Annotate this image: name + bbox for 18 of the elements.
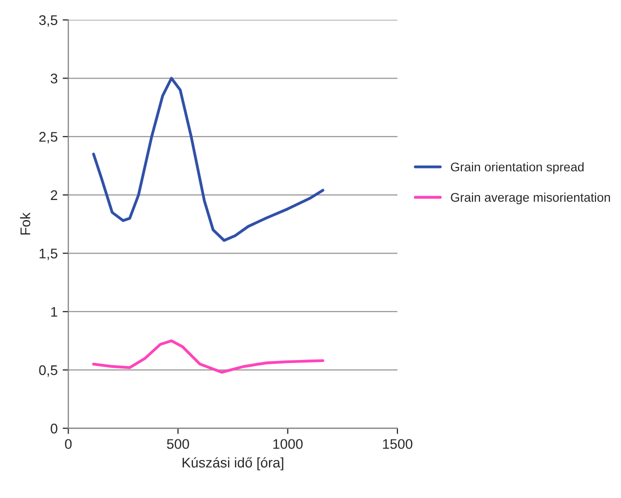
y-axis-title: Fok bbox=[20, 212, 30, 235]
x-tick-label: 1000 bbox=[273, 439, 303, 449]
x-tick-label: 1500 bbox=[383, 439, 412, 449]
legend-label: Grain average misorientation bbox=[450, 192, 610, 204]
y-tick-label: 2 bbox=[50, 190, 58, 200]
y-tick-label: 3,5 bbox=[39, 15, 58, 27]
y-tick-label: 0 bbox=[50, 424, 58, 434]
y-tick-label: 1,5 bbox=[40, 248, 58, 260]
x-axis-title: Kúszási idő [óra] bbox=[182, 457, 284, 470]
y-tick-label: 0,5 bbox=[39, 365, 58, 377]
x-tick-label: 0 bbox=[64, 439, 72, 449]
y-tick-label: 3 bbox=[50, 74, 58, 84]
y-tick-label: 1 bbox=[51, 307, 58, 317]
line-series bbox=[92, 76, 324, 242]
legend-label: Grain orientation spread bbox=[450, 162, 584, 174]
x-tick-label: 500 bbox=[166, 439, 190, 449]
line-series bbox=[92, 339, 324, 374]
y-tick-label: 2,5 bbox=[39, 132, 58, 144]
